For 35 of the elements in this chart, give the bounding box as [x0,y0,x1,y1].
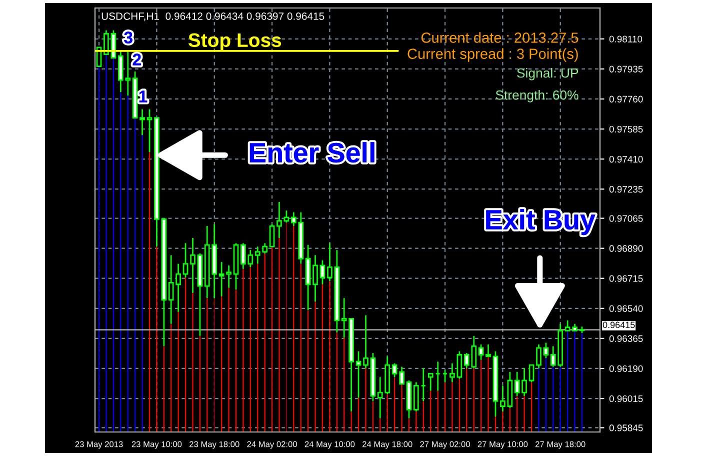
chart-title: USDCHF,H1 0.96412 0.96434 0.96397 0.96415 [102,12,324,22]
y-tick-label: 0.96015 [609,395,643,402]
x-tick-label: 24 May 02:00 [247,441,297,449]
y-tick-label: 0.97760 [609,96,643,102]
annotation: 3 [124,32,132,44]
ref-line-label: 0.96415 [602,322,635,328]
y-tick-label: 0.97585 [609,126,643,133]
annotation: Strength: 60% [496,90,578,102]
y-tick-label: 0.97935 [609,66,643,72]
y-tick-label: 0.97235 [609,186,643,193]
y-tick-label: 0.96715 [609,275,643,282]
x-tick-label: 27 May 02:00 [420,441,470,449]
y-tick-label: 0.98110 [609,36,642,42]
ref-line-label: Stop Loss [188,33,282,51]
x-tick-label: 27 May 10:00 [478,441,528,449]
y-tick-label: 0.95845 [609,424,643,432]
annotation: Current date : 2013.27.5 [421,32,578,43]
annotation: Enter Sell [250,142,374,163]
y-tick-label: 0.97410 [609,156,643,163]
y-tick-label: 0.96365 [609,335,643,342]
y-tick-label: 0.96890 [609,245,643,252]
annotation: Exit Buy [486,209,596,236]
y-tick-label: 0.96190 [609,365,643,372]
x-tick-label: 23 May 18:00 [190,441,240,449]
x-tick-label: 27 May 18:00 [536,441,586,449]
annotation: 2 [132,54,141,66]
x-tick-label: 24 May 10:00 [304,441,355,449]
annotation: Current spread : 3 Point(s) [408,48,578,62]
annotation: 1 [139,90,148,102]
y-tick-label: 0.97065 [609,215,643,222]
annotation: Signal: UP [517,68,578,80]
y-tick-label: 0.96540 [609,305,643,312]
x-tick-label: 23 May 10:00 [132,441,182,449]
x-tick-label: 23 May 2013 [75,441,123,449]
x-tick-label: 24 May 18:00 [362,441,412,449]
